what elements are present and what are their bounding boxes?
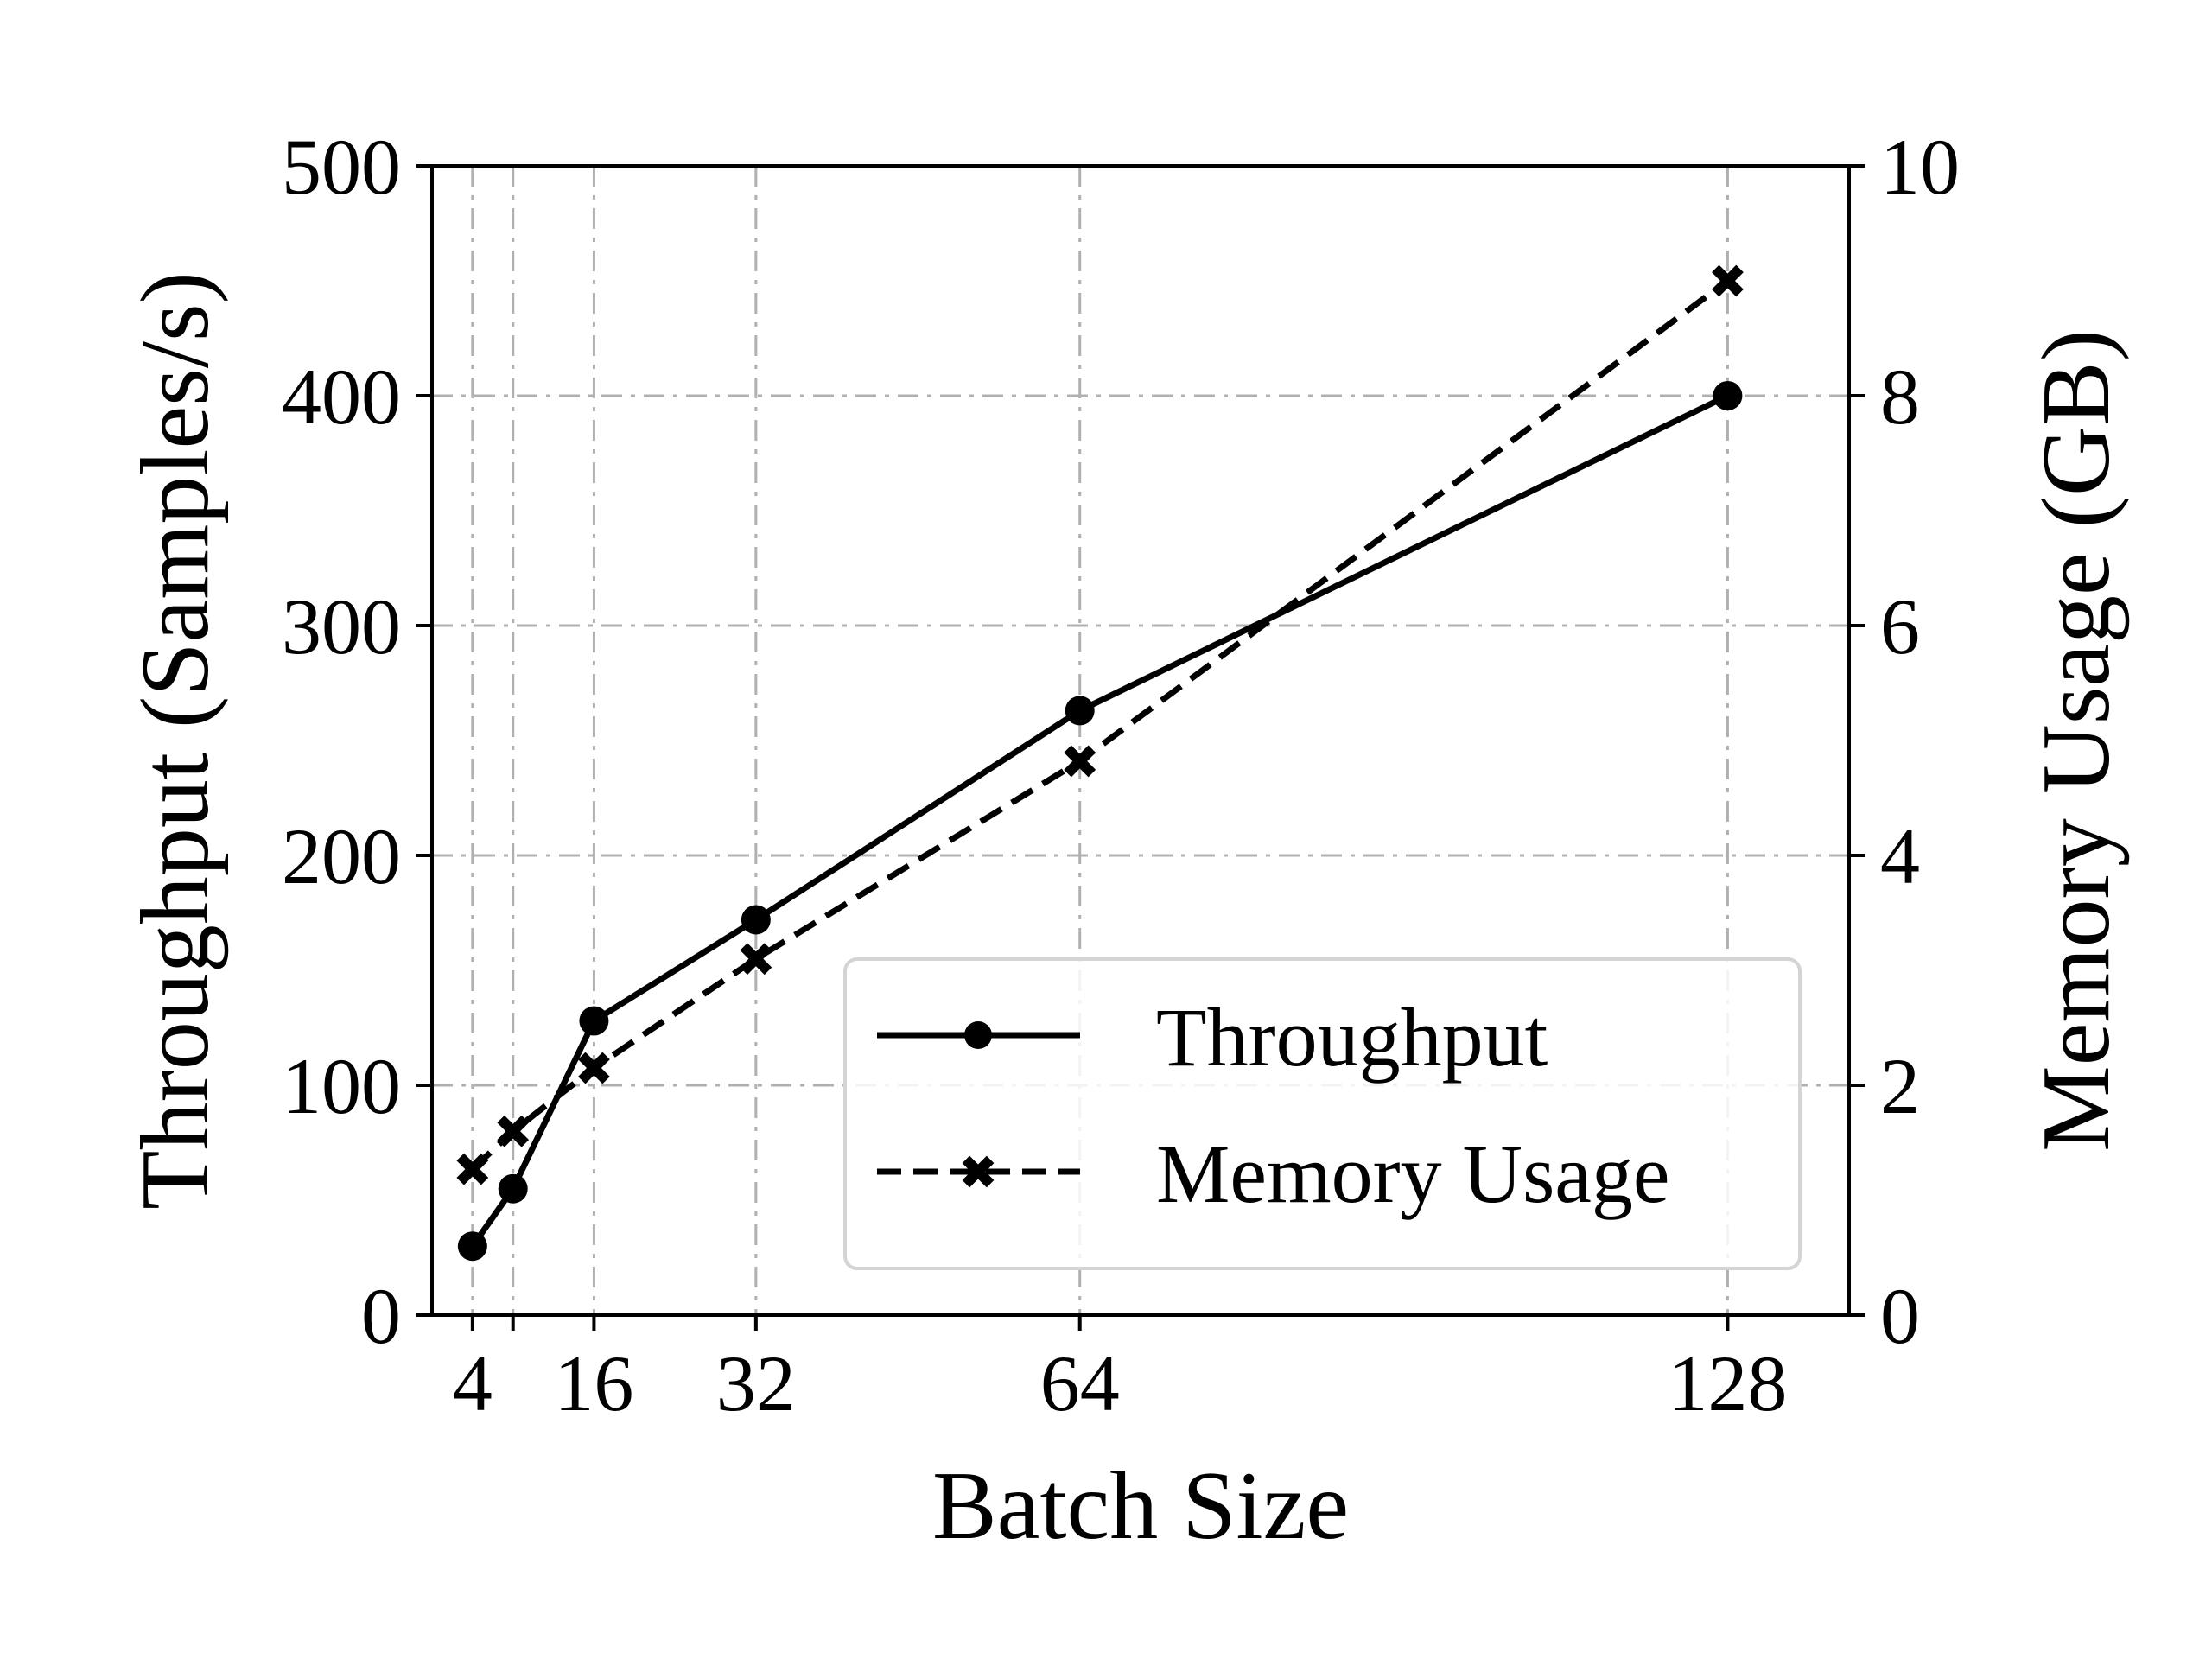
y-axis-label: Throughput (Samples/s) (122, 271, 229, 1210)
legend: Throughput Memory Usage (843, 957, 1802, 1270)
x-tick-label: 128 (1668, 1339, 1787, 1427)
data-point-memory-usage (740, 943, 772, 976)
y2-tick-label: 6 (1880, 582, 1920, 671)
y2-tick-label: 10 (1880, 123, 1960, 211)
data-point-memory-usage (578, 1052, 610, 1084)
legend-memory-label: Memory Usage (1156, 1128, 1670, 1220)
y2-tick-label: 4 (1880, 812, 1920, 900)
x-axis-label: Batch Size (932, 1452, 1349, 1560)
y2-axis-label: Memory Usage (GB) (2023, 329, 2130, 1152)
y-tick-label: 500 (282, 123, 401, 211)
y-tick-label: 400 (282, 353, 401, 441)
data-point-throughput (1065, 696, 1095, 726)
y-tick-label: 300 (282, 582, 401, 671)
y-tick-label: 0 (361, 1272, 401, 1360)
axis-ticks: 4 16 32 64 128 0 100 200 300 400 500 0 2 4 6 8 10 (282, 123, 1960, 1427)
y-tick-label: 100 (282, 1042, 401, 1130)
x-tick-label: 16 (554, 1339, 633, 1427)
y-tick-label: 200 (282, 812, 401, 900)
legend-throughput-marker (964, 1021, 992, 1049)
series (456, 264, 1744, 1262)
x-tick-label: 4 (453, 1339, 493, 1427)
plot-frame (430, 164, 1851, 1317)
data-point-throughput (498, 1173, 528, 1204)
data-point-throughput (579, 1006, 609, 1036)
legend-throughput-label: Throughput (1156, 991, 1548, 1084)
x-tick-label: 64 (1040, 1339, 1120, 1427)
y2-tick-label: 2 (1880, 1042, 1920, 1130)
data-point-memory-usage (456, 1153, 489, 1185)
legend-memory-marker (962, 1155, 995, 1188)
y2-tick-label: 8 (1880, 353, 1920, 441)
data-point-throughput (1713, 381, 1743, 410)
data-point-memory-usage (1064, 745, 1096, 778)
data-point-memory-usage (1712, 264, 1744, 297)
data-point-memory-usage (497, 1115, 530, 1147)
y2-tick-label: 0 (1880, 1272, 1920, 1360)
data-point-throughput (457, 1231, 487, 1262)
x-tick-label: 32 (716, 1339, 796, 1427)
data-point-throughput (741, 905, 771, 935)
legend-box (843, 957, 1802, 1270)
